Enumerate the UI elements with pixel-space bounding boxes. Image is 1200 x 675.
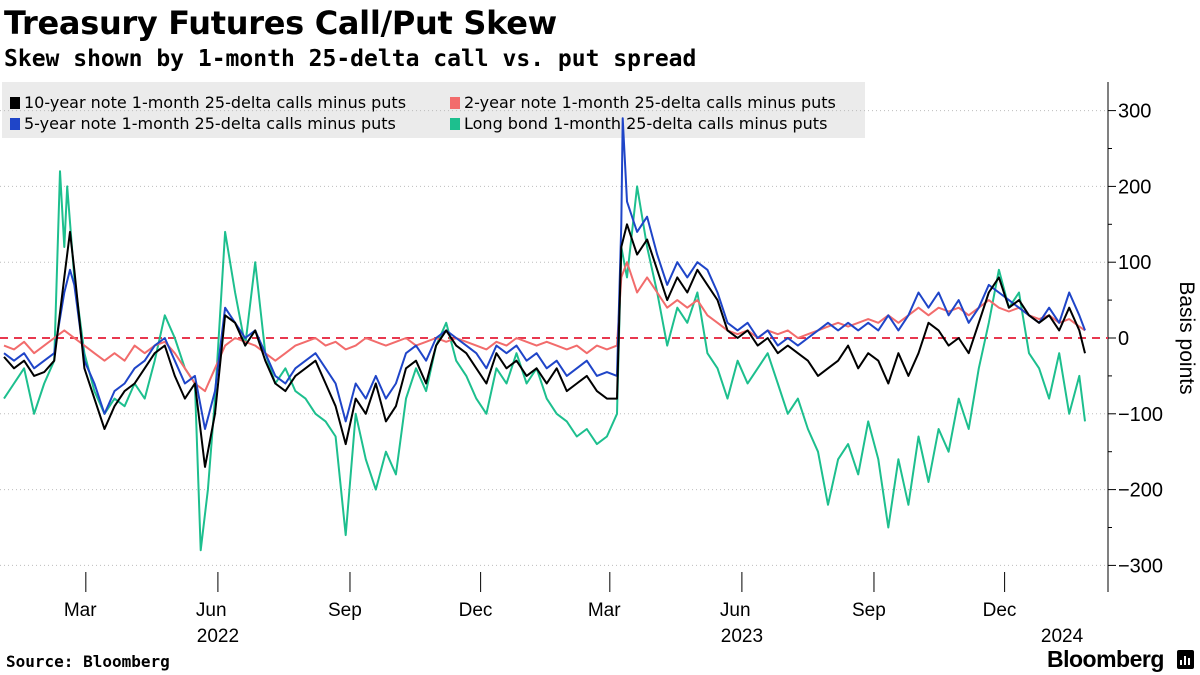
x-tick-label: Sep	[328, 600, 362, 621]
legend-label-2-year: 2-year note 1-month 25-delta calls minus…	[464, 93, 836, 112]
legend-swatch-long-bond	[450, 118, 460, 130]
chart-title: Treasury Futures Call/Put Skew	[4, 4, 557, 42]
y-tick-label: −100	[1118, 404, 1163, 426]
legend-swatch-2-year	[450, 97, 460, 109]
legend-entry-2-year: 2-year note 1-month 25-delta calls minus…	[450, 94, 836, 112]
series-line-long-bond	[3, 170, 1086, 552]
legend-entry-long-bond: Long bond 1-month 25-delta calls minus p…	[450, 115, 827, 133]
x-tick-label: Mar	[588, 600, 621, 621]
y-tick-label: 300	[1118, 101, 1151, 123]
x-tick-label: Dec	[459, 600, 493, 621]
legend-label-10-year: 10-year note 1-month 25-delta calls minu…	[24, 93, 407, 112]
series-line-5-year	[3, 117, 1086, 430]
legend-entry-10-year: 10-year note 1-month 25-delta calls minu…	[10, 94, 406, 112]
x-year-label: 2024	[1041, 626, 1084, 647]
series-line-2-year	[3, 261, 1086, 393]
x-tick-label: Dec	[983, 600, 1017, 621]
legend-swatch-5-year	[10, 118, 20, 130]
x-year-label: 2023	[721, 626, 763, 647]
y-tick-label: 200	[1118, 176, 1151, 198]
bloomberg-logo: Bloomberg	[1047, 646, 1164, 672]
y-tick-label: −200	[1118, 480, 1163, 502]
x-tick-label: Sep	[852, 600, 886, 621]
chart-subtitle: Skew shown by 1-month 25-delta call vs. …	[4, 46, 697, 72]
x-tick-label: Jun	[196, 600, 227, 621]
x-year-label: 2022	[197, 626, 239, 647]
source-note: Source: Bloomberg	[6, 652, 170, 671]
bloomberg-chart-icon	[1177, 650, 1194, 669]
legend-swatch-10-year	[10, 97, 20, 109]
x-tick-label: Jun	[720, 600, 751, 621]
y-tick-label: 100	[1118, 252, 1151, 274]
legend-label-5-year: 5-year note 1-month 25-delta calls minus…	[24, 114, 396, 133]
legend-label-long-bond: Long bond 1-month 25-delta calls minus p…	[464, 114, 828, 133]
chart-legend: 10-year note 1-month 25-delta calls minu…	[2, 82, 865, 138]
y-tick-label: −300	[1118, 555, 1163, 577]
series-line-10-year	[3, 223, 1086, 468]
y-tick-label: 0	[1118, 328, 1129, 350]
x-tick-label: Mar	[64, 600, 97, 621]
y-axis-label: Basis points	[1175, 281, 1198, 394]
legend-entry-5-year: 5-year note 1-month 25-delta calls minus…	[10, 115, 396, 133]
